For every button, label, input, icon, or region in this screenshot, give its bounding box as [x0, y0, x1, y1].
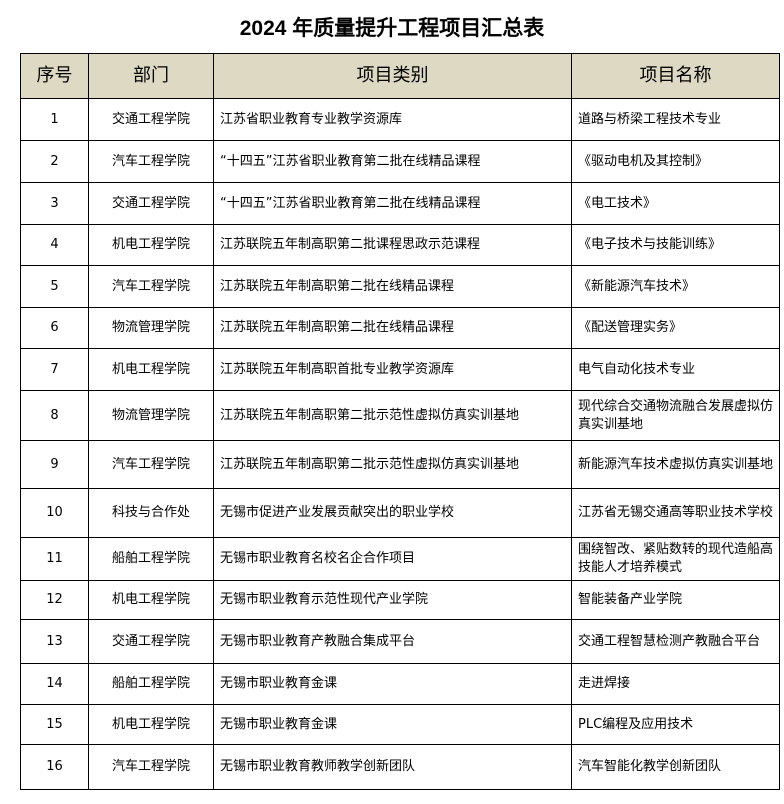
cell-department: 交通工程学院: [88, 182, 214, 225]
cell-department: 汽车工程学院: [88, 140, 214, 183]
cell-project-name: 《新能源汽车技术》: [571, 265, 780, 308]
cell-category: 无锡市促进产业发展贡献突出的职业学校: [213, 488, 572, 538]
table-row: 10 科技与合作处 无锡市促进产业发展贡献突出的职业学校 江苏省无锡交通高等职业技术学…: [20, 488, 780, 538]
cell-project-name: 走进焊接: [571, 663, 780, 705]
cell-project-name: 新能源汽车技术虚拟仿真实训基地: [571, 440, 780, 489]
table-row: 9 汽车工程学院 江苏联院五年制高职第二批示范性虚拟仿真实训基地 新能源汽车技术虚拟仿…: [20, 440, 780, 489]
cell-index: 4: [20, 224, 89, 266]
cell-department: 汽车工程学院: [88, 744, 214, 790]
cell-category: 江苏联院五年制高职第二批在线精品课程: [213, 307, 572, 349]
table-row: 7 机电工程学院 江苏联院五年制高职首批专业教学资源库 电气自动化技术专业: [20, 348, 780, 391]
table-row: 3 交通工程学院 “十四五”江苏省职业教育第二批在线精品课程 《电工技术》: [20, 182, 780, 225]
cell-index: 10: [20, 488, 89, 538]
cell-department: 汽车工程学院: [88, 440, 214, 489]
cell-index: 1: [20, 98, 89, 141]
cell-index: 2: [20, 140, 89, 183]
cell-department: 机电工程学院: [88, 224, 214, 266]
table-row: 6 物流管理学院 江苏联院五年制高职第二批在线精品课程 《配送管理实务》: [20, 307, 780, 349]
cell-department: 机电工程学院: [88, 348, 214, 391]
cell-category: 江苏省职业教育专业教学资源库: [213, 98, 572, 141]
cell-category: 无锡市职业教育产教融合集成平台: [213, 619, 572, 664]
cell-category: 无锡市职业教育金课: [213, 704, 572, 745]
cell-project-name: 汽车智能化教学创新团队: [571, 744, 780, 790]
cell-category: 无锡市职业教育教师教学创新团队: [213, 744, 572, 790]
cell-category: 江苏联院五年制高职第二批在线精品课程: [213, 265, 572, 308]
cell-project-name: 《驱动电机及其控制》: [571, 140, 780, 183]
cell-department: 船舶工程学院: [88, 537, 214, 581]
table-row: 14 船舶工程学院 无锡市职业教育金课 走进焊接: [20, 663, 780, 705]
cell-project-name: 智能装备产业学院: [571, 580, 780, 620]
header-department: 部门: [88, 53, 214, 99]
table-row: 16 汽车工程学院 无锡市职业教育教师教学创新团队 汽车智能化教学创新团队: [20, 744, 780, 790]
header-category: 项目类别: [213, 53, 572, 99]
cell-index: 12: [20, 580, 89, 620]
cell-project-name: PLC编程及应用技术: [571, 704, 780, 745]
cell-category: 江苏联院五年制高职第二批示范性虚拟仿真实训基地: [213, 390, 572, 441]
cell-department: 机电工程学院: [88, 580, 214, 620]
cell-index: 13: [20, 619, 89, 664]
cell-category: 无锡市职业教育示范性现代产业学院: [213, 580, 572, 620]
cell-department: 船舶工程学院: [88, 663, 214, 705]
table-row: 13 交通工程学院 无锡市职业教育产教融合集成平台 交通工程智慧检测产教融合平台: [20, 619, 780, 664]
cell-project-name: 道路与桥梁工程技术专业: [571, 98, 780, 141]
cell-category: 无锡市职业教育金课: [213, 663, 572, 705]
table-row: 11 船舶工程学院 无锡市职业教育名校名企合作项目 围绕智改、紧贴数转的现代造船高技能…: [20, 537, 780, 581]
cell-department: 机电工程学院: [88, 704, 214, 745]
cell-project-name: 电气自动化技术专业: [571, 348, 780, 391]
cell-department: 交通工程学院: [88, 98, 214, 141]
cell-department: 物流管理学院: [88, 390, 214, 441]
cell-project-name: 交通工程智慧检测产教融合平台: [571, 619, 780, 664]
cell-project-name: 江苏省无锡交通高等职业技术学校: [571, 488, 780, 538]
cell-index: 9: [20, 440, 89, 489]
table-row: 8 物流管理学院 江苏联院五年制高职第二批示范性虚拟仿真实训基地 现代综合交通物流融合…: [20, 390, 780, 441]
page-title: 2024 年质量提升工程项目汇总表: [239, 17, 545, 40]
header-project-name: 项目名称: [571, 53, 780, 99]
cell-index: 14: [20, 663, 89, 705]
cell-category: 江苏联院五年制高职首批专业教学资源库: [213, 348, 572, 391]
cell-department: 物流管理学院: [88, 307, 214, 349]
cell-index: 7: [20, 348, 89, 391]
cell-category: “十四五”江苏省职业教育第二批在线精品课程: [213, 182, 572, 225]
cell-category: 江苏联院五年制高职第二批示范性虚拟仿真实训基地: [213, 440, 572, 489]
cell-project-name: 《电工技术》: [571, 182, 780, 225]
table-row: 4 机电工程学院 江苏联院五年制高职第二批课程思政示范课程 《电子技术与技能训练》: [20, 224, 780, 266]
table-row: 12 机电工程学院 无锡市职业教育示范性现代产业学院 智能装备产业学院: [20, 580, 780, 620]
cell-project-name: 《配送管理实务》: [571, 307, 780, 349]
summary-table: 序号 部门 项目类别 项目名称 1 交通工程学院 江苏省职业教育专业教学资源库 道路与…: [20, 53, 780, 790]
cell-category: “十四五”江苏省职业教育第二批在线精品课程: [213, 140, 572, 183]
cell-project-name: 现代综合交通物流融合发展虚拟仿真实训基地: [571, 390, 780, 441]
cell-project-name: 围绕智改、紧贴数转的现代造船高技能人才培养模式: [571, 537, 780, 581]
cell-category: 江苏联院五年制高职第二批课程思政示范课程: [213, 224, 572, 266]
cell-department: 汽车工程学院: [88, 265, 214, 308]
table-row: 5 汽车工程学院 江苏联院五年制高职第二批在线精品课程 《新能源汽车技术》: [20, 265, 780, 308]
table-row: 15 机电工程学院 无锡市职业教育金课 PLC编程及应用技术: [20, 704, 780, 745]
table-row: 2 汽车工程学院 “十四五”江苏省职业教育第二批在线精品课程 《驱动电机及其控制》: [20, 140, 780, 183]
table-header-row: 序号 部门 项目类别 项目名称: [20, 53, 780, 99]
cell-index: 16: [20, 744, 89, 790]
header-index: 序号: [20, 53, 89, 99]
cell-index: 5: [20, 265, 89, 308]
cell-department: 科技与合作处: [88, 488, 214, 538]
cell-index: 11: [20, 537, 89, 581]
cell-department: 交通工程学院: [88, 619, 214, 664]
cell-index: 8: [20, 390, 89, 441]
cell-index: 15: [20, 704, 89, 745]
cell-category: 无锡市职业教育名校名企合作项目: [213, 537, 572, 581]
cell-index: 3: [20, 182, 89, 225]
cell-index: 6: [20, 307, 89, 349]
table-row: 1 交通工程学院 江苏省职业教育专业教学资源库 道路与桥梁工程技术专业: [20, 98, 780, 141]
cell-project-name: 《电子技术与技能训练》: [571, 224, 780, 266]
